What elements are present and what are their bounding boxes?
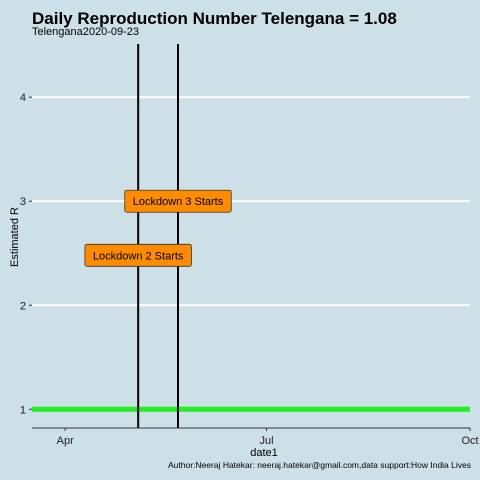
y-tick-label: 2 — [20, 300, 26, 312]
annotation-box — [124, 189, 232, 213]
y-axis-title: Estimated R — [9, 207, 21, 267]
annotation-box — [84, 243, 192, 267]
y-tick-label: 4 — [20, 92, 26, 104]
chart-subtitle: Telengana2020-09-23 — [32, 26, 140, 38]
caption: Author:Neeraj Hatekar: neeraj.hatekar@gm… — [168, 460, 471, 470]
x-tick-label: Jul — [259, 435, 273, 447]
x-tick-label: Apr — [57, 435, 74, 447]
y-tick-label: 1 — [20, 404, 26, 416]
y-tick-label: 3 — [20, 196, 26, 208]
annotation-text: Lockdown 3 Starts — [133, 196, 224, 208]
chart-title: Daily Reproduction Number Telengana = 1.… — [32, 9, 397, 28]
x-axis-title: date1 — [250, 447, 278, 459]
annotation-label: Lockdown 3 Starts — [124, 189, 232, 213]
annotation-label: Lockdown 2 Starts — [84, 243, 192, 267]
annotations: Lockdown 3 Starts Lockdown 2 Starts — [84, 189, 232, 267]
annotation-text: Lockdown 2 Starts — [93, 250, 184, 262]
axes: 1 2 3 4 Apr Jul Oct — [20, 92, 479, 447]
x-tick-label: Oct — [461, 435, 478, 447]
vertical-lines — [137, 44, 179, 428]
